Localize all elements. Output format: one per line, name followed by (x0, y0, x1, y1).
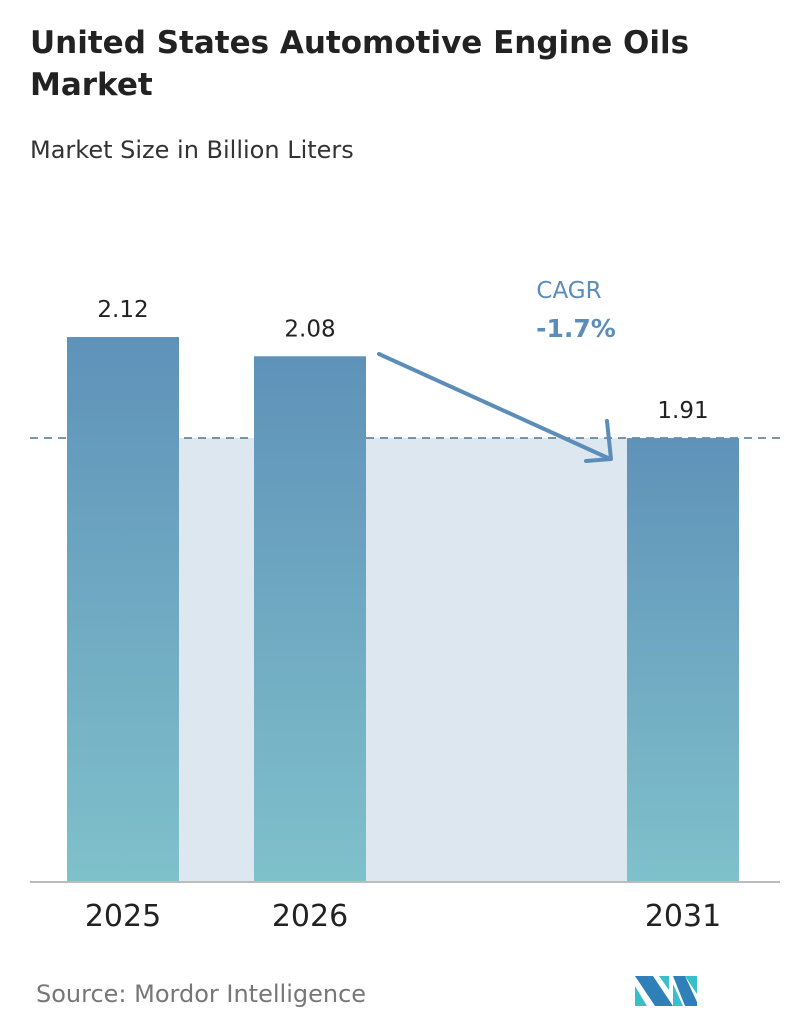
chart-title: United States Automotive Engine Oils Mar… (30, 25, 690, 103)
data-label-2031: 1.91 (657, 398, 708, 424)
x-tick-2026: 2026 (272, 899, 348, 934)
bar-chart: 2.12 2025 2.08 2026 1.91 2031 CAGR -1.7% (30, 278, 780, 934)
shaded-region (179, 438, 627, 882)
mordor-logo-icon (635, 976, 697, 1006)
cagr-value: -1.7% (536, 314, 616, 343)
bar-2025 (67, 337, 179, 883)
x-tick-2025: 2025 (85, 899, 161, 934)
data-label-2026: 2.08 (284, 316, 335, 342)
cagr-label: CAGR (536, 278, 601, 304)
cagr-arrow-line (377, 352, 610, 460)
bar-2026 (254, 356, 366, 883)
bar-2031 (627, 438, 739, 882)
source-text: Source: Mordor Intelligence (36, 980, 367, 1008)
chart-subtitle: Market Size in Billion Liters (30, 136, 354, 164)
data-label-2025: 2.12 (97, 297, 148, 323)
cagr-arrow-head-icon (584, 419, 613, 463)
x-tick-2031: 2031 (645, 899, 721, 934)
